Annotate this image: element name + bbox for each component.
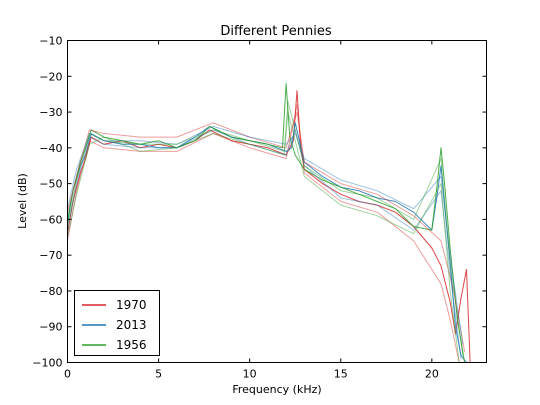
plot-lines bbox=[67, 82, 471, 363]
y-tick-label: −90 bbox=[39, 321, 62, 334]
y-tick-label: −80 bbox=[39, 285, 62, 298]
series-line-4 bbox=[67, 111, 466, 352]
y-axis-label: Level (dB) bbox=[16, 173, 29, 229]
chart-title: Different Pennies bbox=[220, 24, 332, 39]
x-tick-label: 10 bbox=[243, 368, 257, 381]
legend: 1970 2013 1956 bbox=[74, 290, 160, 356]
y-tick-label: −40 bbox=[39, 142, 62, 155]
x-tick-label: 0 bbox=[64, 368, 71, 381]
y-tick-label: −20 bbox=[39, 70, 62, 83]
x-tick-label: 20 bbox=[425, 368, 439, 381]
legend-label-2013: 2013 bbox=[116, 318, 147, 332]
y-tick-label: −10 bbox=[39, 35, 62, 48]
series-line-3 bbox=[67, 104, 460, 363]
x-tick-label: 5 bbox=[155, 368, 162, 381]
y-axis-ticks: −100 −90 −80 −70 −60 −50 −40 −30 −20 −10 bbox=[32, 35, 487, 370]
y-tick-label: −60 bbox=[39, 213, 62, 226]
y-tick-label: −30 bbox=[39, 106, 62, 119]
series-line-2 bbox=[67, 82, 466, 363]
x-axis-ticks: 0 5 10 15 20 bbox=[64, 40, 439, 381]
y-tick-label: −50 bbox=[39, 178, 62, 191]
series-line-8 bbox=[67, 111, 460, 363]
series-line-0 bbox=[67, 90, 471, 363]
x-axis-label: Frequency (kHz) bbox=[232, 383, 321, 396]
axes-frame bbox=[67, 40, 487, 363]
legend-label-1956: 1956 bbox=[116, 338, 147, 352]
series-line-6 bbox=[67, 125, 464, 345]
y-tick-label: −100 bbox=[32, 357, 62, 370]
x-tick-label: 15 bbox=[334, 368, 348, 381]
y-tick-label: −70 bbox=[39, 249, 62, 262]
legend-label-1970: 1970 bbox=[116, 298, 147, 312]
series-line-5 bbox=[67, 129, 462, 359]
series-line-1 bbox=[67, 122, 467, 363]
series-line-7 bbox=[67, 100, 464, 356]
